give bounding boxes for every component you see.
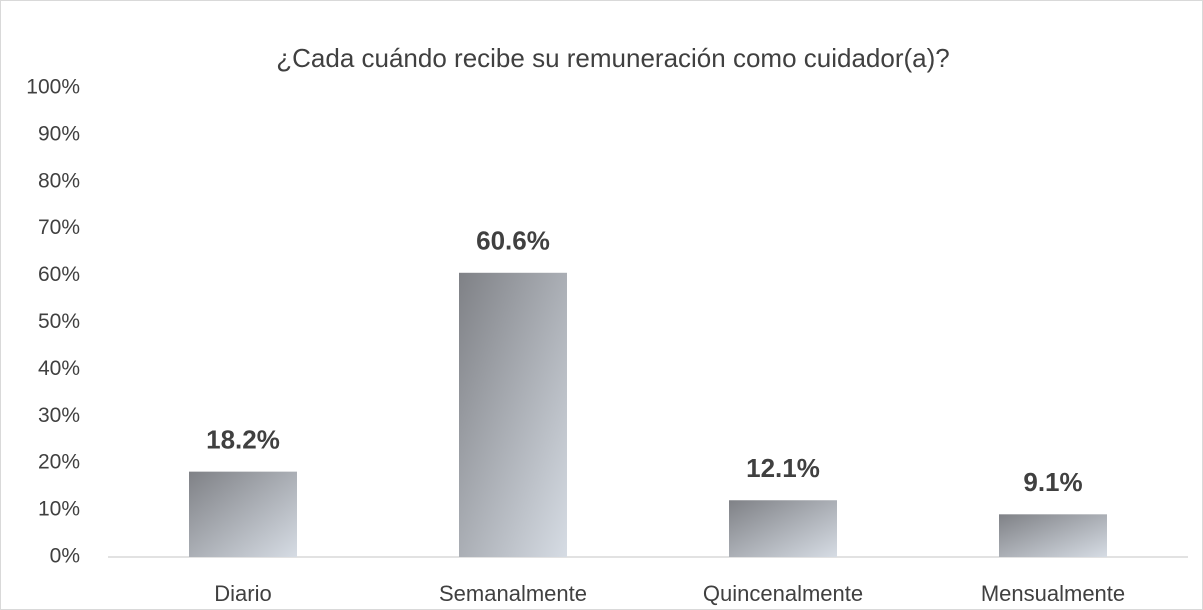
y-tick-label: 50% [38,310,80,333]
value-label: 12.1% [746,453,820,483]
value-label: 60.6% [476,226,550,256]
x-tick-label: Semanalmente [439,581,587,606]
y-tick-label: 90% [38,122,80,145]
y-tick-label: 100% [26,76,80,99]
chart-title: ¿Cada cuándo recibe su remuneración como… [276,43,949,73]
y-tick-label: 80% [38,169,80,192]
value-label: 18.2% [206,425,280,455]
y-tick-label: 20% [38,451,80,474]
x-tick-label: Diario [214,581,271,606]
y-tick-label: 40% [38,357,80,380]
y-tick-label: 60% [38,263,80,286]
y-tick-label: 0% [50,545,80,568]
bar [459,272,567,557]
bar [729,500,837,557]
y-tick-label: 30% [38,404,80,427]
y-tick-label: 10% [38,498,80,521]
y-tick-label: 70% [38,216,80,239]
bar [189,471,297,557]
bar [999,514,1107,557]
value-label: 9.1% [1023,467,1082,497]
x-tick-label: Quincenalmente [703,581,863,606]
x-tick-label: Mensualmente [981,581,1125,606]
